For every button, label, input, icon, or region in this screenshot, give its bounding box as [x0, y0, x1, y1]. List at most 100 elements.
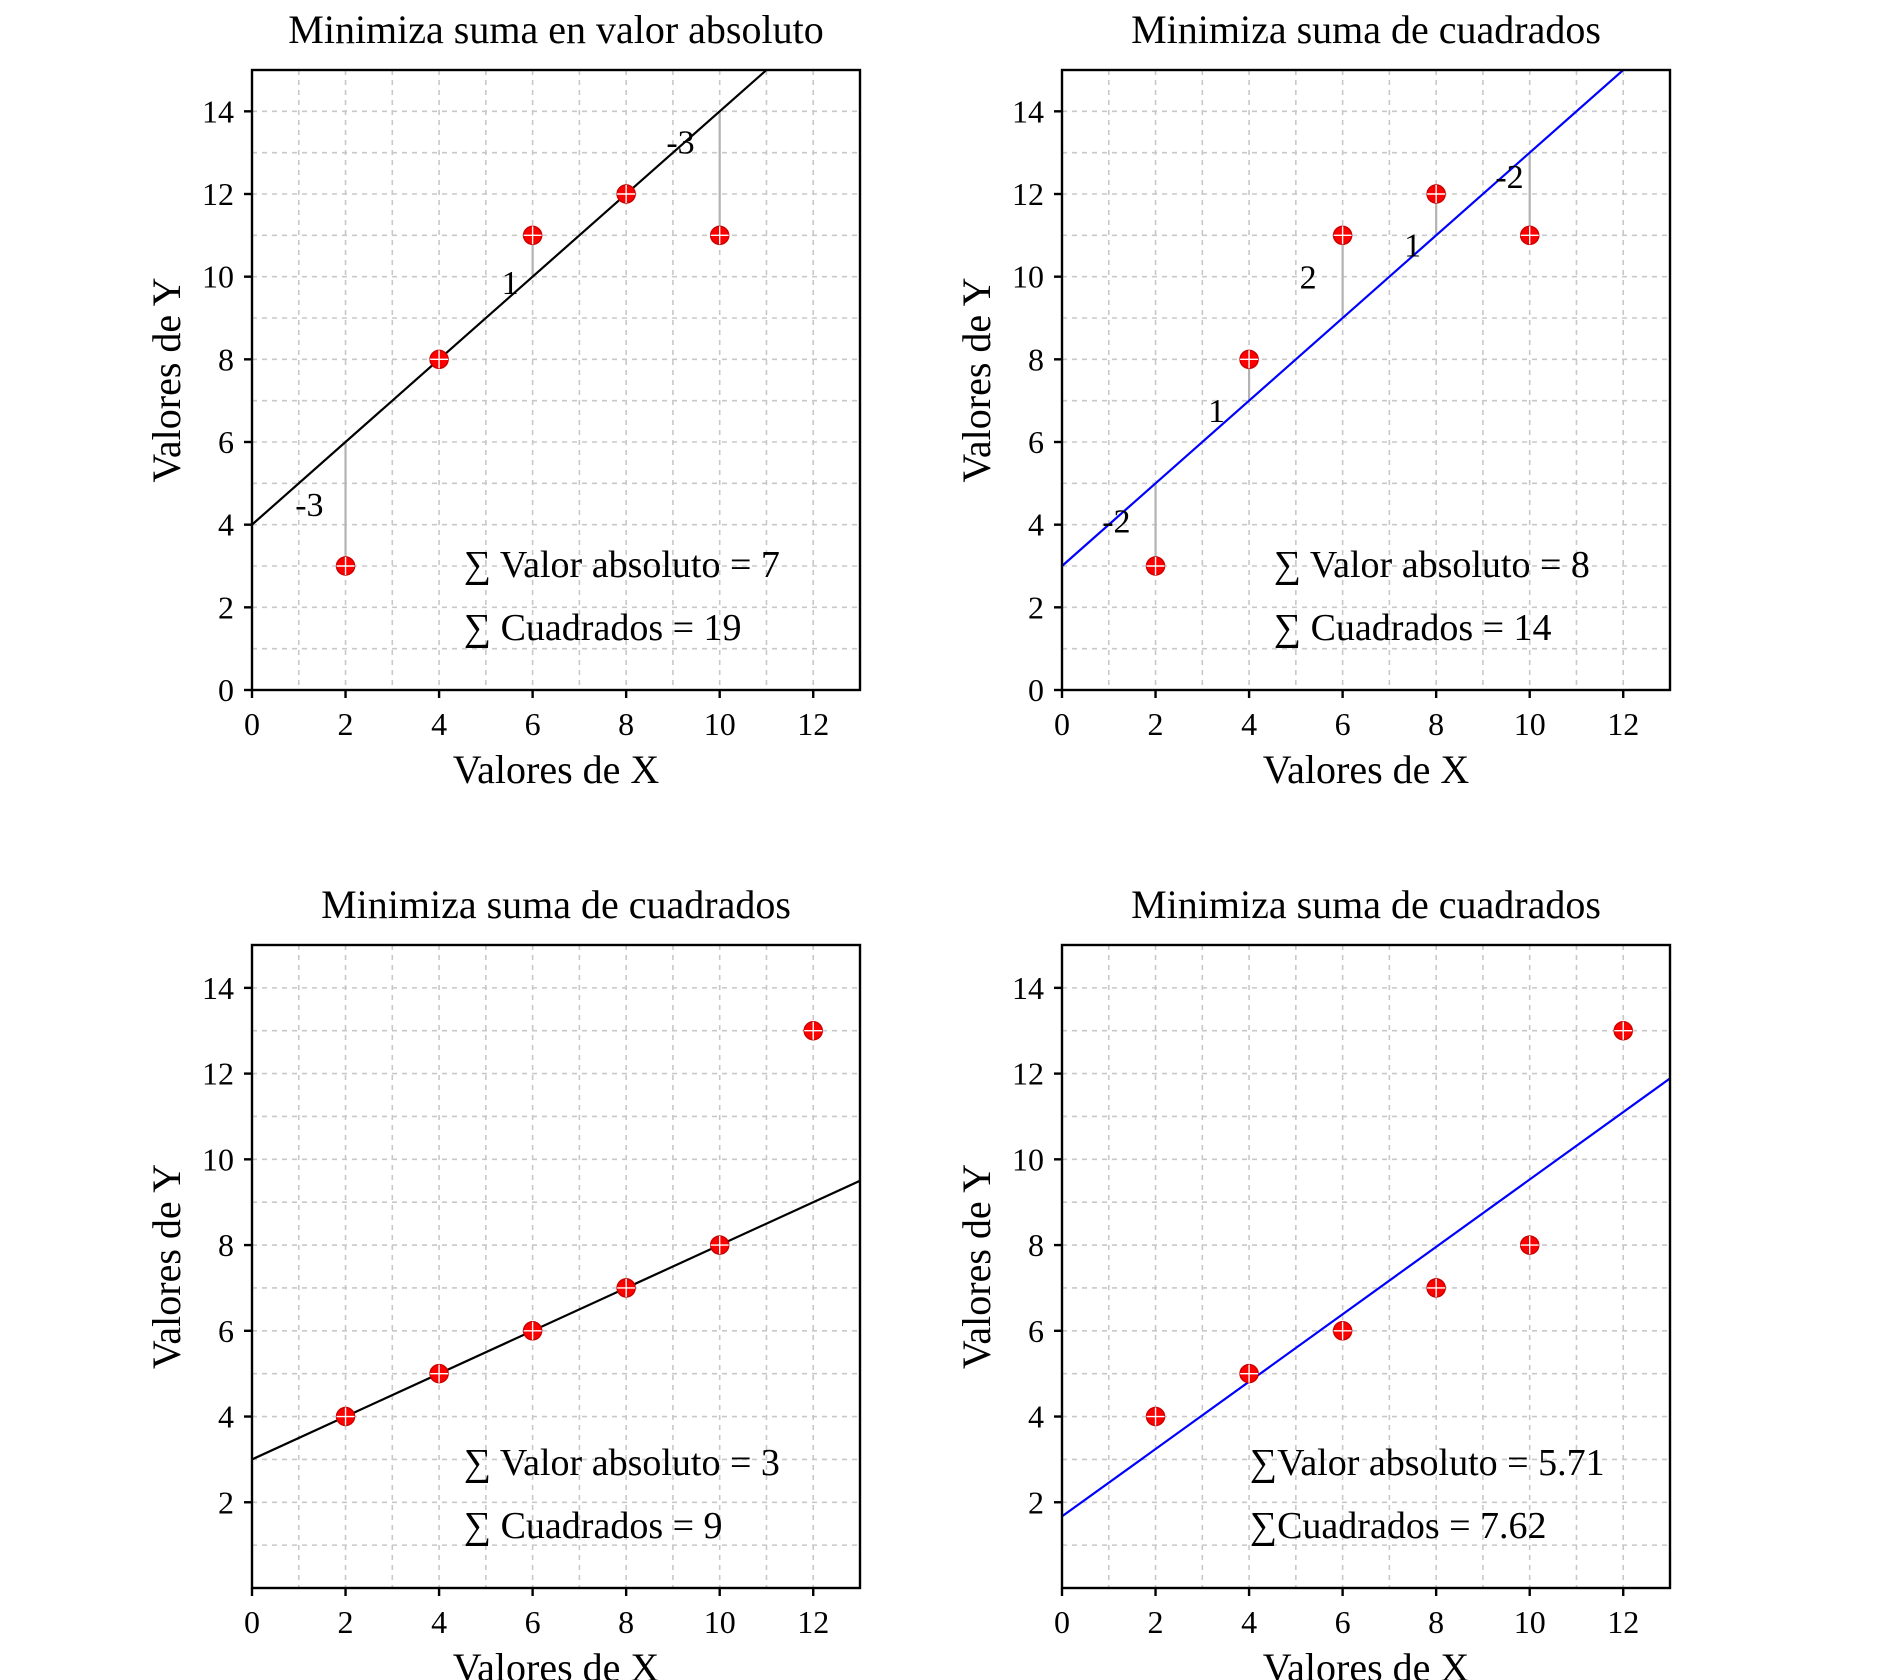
- data-point: [1239, 1363, 1259, 1384]
- y-tick-label: 10: [202, 1141, 234, 1177]
- y-tick-label: 6: [218, 424, 234, 460]
- residual-label: -3: [666, 124, 694, 161]
- data-point: [1145, 556, 1166, 576]
- data-point: [1613, 1020, 1633, 1041]
- residual-label: 1: [1208, 393, 1225, 430]
- y-tick-label: 12: [202, 176, 234, 212]
- summary-annotation: ∑ Valor absoluto = 7: [464, 544, 780, 586]
- x-tick-label: 12: [1607, 1604, 1639, 1640]
- data-point: [1145, 1406, 1166, 1427]
- x-tick-label: 10: [1514, 1604, 1546, 1640]
- data-point: [1519, 225, 1540, 246]
- data-point: [709, 225, 730, 246]
- x-tick-label: 4: [431, 706, 447, 742]
- y-tick-label: 12: [202, 1056, 234, 1092]
- summary-annotation: ∑ Cuadrados = 14: [1274, 607, 1552, 649]
- x-tick-label: 6: [525, 1604, 541, 1640]
- chart-title: Minimiza suma de cuadrados: [1131, 882, 1601, 927]
- residual-label: -2: [1495, 159, 1523, 196]
- residual-label: 2: [1300, 260, 1317, 297]
- y-tick-label: 14: [202, 970, 234, 1006]
- data-layer: [1062, 1020, 1670, 1518]
- plot-frame: [1060, 943, 1672, 1590]
- data-point: [335, 556, 356, 576]
- y-tick-label: 2: [1028, 589, 1044, 625]
- y-tick-label: 10: [202, 259, 234, 295]
- y-tick-label: 8: [218, 341, 234, 377]
- x-tick-label: 8: [618, 1604, 634, 1640]
- y-tick-label: 6: [1028, 424, 1044, 460]
- x-tick-label: 0: [1054, 1604, 1070, 1640]
- data-point: [522, 225, 543, 246]
- y-tick-label: 8: [218, 1227, 234, 1263]
- x-tick-label: 10: [1514, 706, 1546, 742]
- y-tick-label: 10: [1012, 259, 1044, 295]
- residual-label: -2: [1102, 504, 1130, 541]
- y-axis-label: Valores de Y: [144, 277, 189, 482]
- y-axis-label: Valores de Y: [954, 1164, 999, 1369]
- summary-annotation: ∑ Cuadrados = 19: [464, 607, 742, 649]
- y-tick-label: 14: [202, 93, 234, 129]
- x-tick-label: 8: [618, 706, 634, 742]
- data-layer: [1062, 70, 1625, 576]
- data-point: [429, 349, 449, 370]
- x-tick-label: 0: [244, 1604, 260, 1640]
- y-tick-label: 10: [1012, 1141, 1044, 1177]
- y-tick-label: 14: [1012, 93, 1044, 129]
- data-point: [1239, 349, 1259, 370]
- y-tick-label: 2: [218, 589, 234, 625]
- x-tick-label: 8: [1428, 1604, 1444, 1640]
- x-axis-label: Valores de X: [453, 747, 660, 792]
- y-tick-label: 8: [1028, 341, 1044, 377]
- y-tick-label: 0: [218, 672, 234, 708]
- x-tick-label: 10: [704, 706, 736, 742]
- summary-annotation: ∑ Valor absoluto = 3: [464, 1442, 780, 1484]
- y-tick-label: 4: [1028, 1399, 1044, 1435]
- y-tick-label: 4: [1028, 507, 1044, 543]
- x-tick-label: 12: [797, 706, 829, 742]
- data-point: [1426, 1278, 1446, 1298]
- y-tick-label: 6: [1028, 1313, 1044, 1349]
- chart-title: Minimiza suma en valor absoluto: [288, 7, 823, 52]
- y-tick-label: 4: [218, 1399, 234, 1435]
- y-tick-label: 4: [218, 507, 234, 543]
- x-tick-label: 4: [1241, 1604, 1257, 1640]
- panel-1: -3 1 -3 0 2 4 6 8 10 12 0 2 4 6 8 10 12 14 Minimiza suma e…: [144, 7, 862, 792]
- chart-title: Minimiza suma de cuadrados: [1131, 7, 1601, 52]
- x-tick-label: 6: [1335, 1604, 1351, 1640]
- x-tick-label: 6: [1335, 706, 1351, 742]
- panel-4: 0 2 4 6 8 10 12 2 4 6 8 10 12 14 Minimiza suma de cuad…: [954, 882, 1672, 1680]
- data-point: [429, 1363, 449, 1384]
- x-tick-label: 12: [1607, 706, 1639, 742]
- x-tick-label: 4: [1241, 706, 1257, 742]
- x-tick-label: 10: [704, 1604, 736, 1640]
- data-point: [1519, 1235, 1540, 1255]
- x-tick-label: 8: [1428, 706, 1444, 742]
- grid: [252, 945, 860, 1588]
- summary-annotation: ∑Cuadrados = 7.62: [1250, 1505, 1547, 1547]
- plot-frame: [250, 943, 862, 1590]
- data-point: [616, 184, 636, 204]
- fit-line: [1062, 70, 1625, 567]
- data-point: [335, 1406, 356, 1427]
- plot-frame: [250, 68, 862, 692]
- y-tick-label: 8: [1028, 1227, 1044, 1263]
- data-point: [1426, 184, 1446, 204]
- data-point: [803, 1020, 823, 1041]
- data-layer: [252, 70, 769, 576]
- x-tick-label: 2: [338, 1604, 354, 1640]
- x-tick-label: 2: [1148, 1604, 1164, 1640]
- data-point: [1332, 1321, 1353, 1341]
- x-axis-label: Valores de X: [1263, 1645, 1470, 1680]
- summary-annotation: ∑ Cuadrados = 9: [464, 1505, 723, 1547]
- y-axis-label: Valores de Y: [144, 1164, 189, 1369]
- residual-label: 1: [1404, 228, 1421, 265]
- data-point: [522, 1321, 543, 1341]
- grid: [1062, 945, 1670, 1588]
- y-tick-label: 12: [1012, 1056, 1044, 1092]
- x-tick-label: 12: [797, 1604, 829, 1640]
- residual-label: -3: [295, 487, 323, 524]
- y-axis-label: Valores de Y: [954, 277, 999, 482]
